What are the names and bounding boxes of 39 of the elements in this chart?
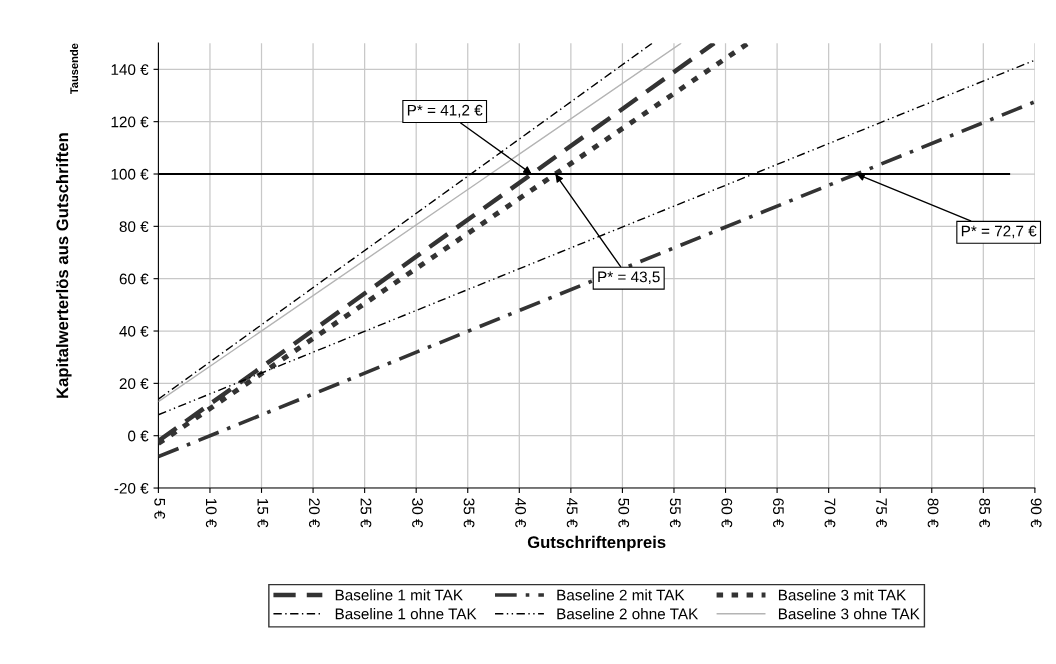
legend-label: Baseline 1 mit TAK bbox=[335, 589, 463, 601]
x-tick-label: 60 € bbox=[721, 498, 733, 528]
y-tick-label: 60 € bbox=[119, 273, 149, 285]
x-tick-label: 75 € bbox=[876, 498, 887, 528]
x-tick-label: 70 € bbox=[824, 498, 836, 528]
x-tick-label: 30 € bbox=[412, 498, 423, 528]
annotation: P* = 41,2 € bbox=[407, 104, 483, 118]
y-axis-title: Kapitalwerterlös aus Gutschriften bbox=[56, 133, 72, 398]
annotation: P* = 43,5 bbox=[598, 271, 660, 285]
x-tick-label: 85 € bbox=[979, 498, 991, 528]
x-tick-label: 65 € bbox=[772, 498, 784, 528]
x-tick-label: 55 € bbox=[669, 498, 681, 528]
x-tick-label: 5 € bbox=[154, 498, 166, 519]
y-tick-label: 0 € bbox=[128, 430, 149, 442]
x-tick-label: 15 € bbox=[257, 498, 269, 528]
y-tick-label: 140 € bbox=[111, 64, 149, 76]
x-tick-label: 25 € bbox=[360, 498, 372, 528]
x-tick-label: 20 € bbox=[308, 498, 320, 528]
y-tick-label: 120 € bbox=[111, 116, 149, 128]
x-tick-label: 80 € bbox=[927, 498, 939, 528]
x-tick-label: 40 € bbox=[515, 498, 527, 528]
x-tick-label: 10 € bbox=[205, 498, 217, 528]
x-axis-title: Gutschriftenpreis bbox=[527, 535, 666, 552]
x-tick-label: 45 € bbox=[566, 498, 578, 528]
y-tick-label: 80 € bbox=[119, 221, 149, 233]
x-tick-label: 50 € bbox=[618, 498, 630, 528]
text: Tausende bbox=[69, 43, 79, 95]
legend-label: Baseline 2 mit TAK bbox=[557, 589, 685, 601]
legend-label: Baseline 3 ohne TAK bbox=[778, 608, 920, 620]
y-tick-label: -20 € bbox=[114, 482, 149, 494]
legend-label: Baseline 2 ohne TAK bbox=[557, 608, 699, 620]
legend-label: Baseline 1 ohne TAK bbox=[335, 608, 477, 620]
x-tick-label: 90 € bbox=[1030, 498, 1042, 528]
y-tick-label: 100 € bbox=[111, 168, 149, 180]
x-tick-label: 35 € bbox=[463, 498, 475, 528]
y-tick-label: 20 € bbox=[119, 378, 149, 390]
legend-label: Baseline 3 mit TAK bbox=[778, 589, 907, 601]
annotation: P* = 72,7 € bbox=[961, 225, 1037, 239]
y-tick-label: 40 € bbox=[119, 325, 149, 337]
